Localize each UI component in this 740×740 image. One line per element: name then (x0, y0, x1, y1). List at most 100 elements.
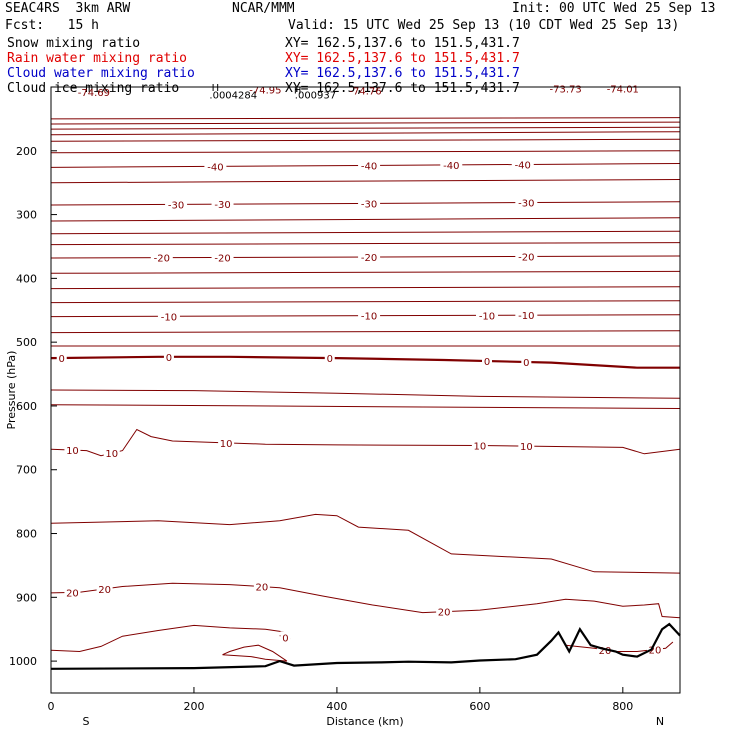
contour-label: -20 (154, 254, 170, 265)
contour-label-bg (64, 586, 81, 598)
contour-label: -30 (168, 200, 184, 211)
field-label-cloud-water: Cloud water mixing ratio (7, 66, 195, 81)
center-name: NCAR/MMM (232, 1, 295, 16)
x-axis-north-label: N (656, 715, 664, 728)
contour-layer: -40 -40 -40 -40 -30 -30 -30 -30 -20 -20 -20 -20 -10 -… (50, 117, 681, 662)
contour-label-bg (476, 309, 499, 321)
contour-label: 0 (523, 358, 529, 369)
contour-label-bg (471, 439, 488, 451)
contour-label-bg (358, 250, 381, 262)
contour-label-bg (280, 631, 291, 643)
extremum-label: H (294, 85, 302, 96)
contour-label: 10 (105, 449, 118, 460)
contour-label-bg (518, 440, 535, 452)
y-tick-label: 400 (16, 272, 37, 285)
contour-label-bg (324, 352, 335, 364)
field-xy-snow: XY= 162.5,137.6 to 151.5,431.7 (285, 36, 520, 51)
x-axis-south-label: S (83, 715, 90, 728)
contour-label-bg (515, 196, 538, 208)
contour-label: -30 (361, 199, 377, 210)
field-label-rain: Rain water mixing ratio (7, 51, 188, 66)
extremum-label: .000937 (295, 90, 336, 101)
extremum-label: -74.76 (349, 87, 381, 98)
isotherm-line (50, 131, 681, 136)
contour-label-bg (64, 444, 81, 456)
isotherm-line (50, 624, 287, 653)
isotherm-line (50, 286, 681, 290)
isotherm-line (50, 138, 681, 142)
contour-label: -20 (214, 253, 230, 264)
y-tick-label: 200 (16, 145, 37, 158)
contour-label-bg (163, 350, 174, 362)
contour-label-bg (253, 580, 270, 592)
field-xy-cloud-ice: XY= 162.5,137.6 to 151.5,431.7 (285, 81, 520, 96)
isotherm-line (50, 270, 681, 274)
contour-label-bg (646, 643, 663, 655)
extremum-label: -74.01 (607, 85, 639, 96)
isotherm-line (50, 389, 681, 399)
contour-label: -10 (361, 312, 377, 323)
contour-label-bg (211, 198, 234, 210)
contour-label-bg (515, 250, 538, 262)
contour-label: 20 (438, 608, 451, 619)
isotherm-line (50, 330, 681, 334)
y-tick-label: 500 (16, 336, 37, 349)
isotherm-line (50, 428, 681, 457)
isotherm-line (50, 513, 681, 574)
isotherm-line (50, 217, 681, 222)
y-axis: 200 300 400 500 600 700 800 900 1000 (9, 145, 57, 668)
y-tick-label: 600 (16, 400, 37, 413)
contour-label: 10 (473, 441, 486, 452)
contour-label-bg (165, 198, 188, 210)
y-axis-label: Pressure (hPa) (5, 351, 18, 430)
contour-label: 20 (255, 583, 268, 594)
contour-label: -40 (515, 161, 531, 172)
contour-label: 10 (520, 442, 533, 453)
contour-label: -10 (518, 311, 534, 322)
contour-label-bg (96, 582, 113, 594)
contour-label: 20 (98, 585, 111, 596)
isotherm-line (50, 150, 681, 154)
contour-label: 20 (66, 588, 79, 599)
contour-label-bg (358, 159, 381, 171)
field-label-cloud-ice: Cloud ice mixing ratio (7, 81, 180, 96)
contour-label-bg (56, 351, 67, 363)
contour-label: -10 (479, 311, 495, 322)
y-tick-label: 700 (16, 464, 37, 477)
x-tick-label: 600 (469, 700, 490, 713)
contour-label-bg (440, 158, 463, 170)
isotherm-line (50, 126, 681, 130)
isotherm-line (565, 641, 674, 652)
isotherm-line (50, 355, 680, 369)
contour-label: -20 (361, 253, 377, 264)
contour-label: -30 (518, 199, 534, 210)
contour-label: -20 (518, 253, 534, 264)
x-axis-label: Distance (km) (326, 715, 403, 728)
isotherm-line (50, 230, 681, 235)
contour-label: 0 (282, 633, 288, 644)
contour-label: -40 (443, 161, 459, 172)
contour-label: -10 (161, 312, 177, 323)
y-tick-label: 800 (16, 528, 37, 541)
y-tick-label: 1000 (9, 655, 37, 668)
isotherm-line (50, 404, 681, 409)
plot-frame (50, 86, 681, 694)
contour-label: -30 (214, 200, 230, 211)
x-axis: 0 200 400 600 800 (48, 687, 633, 713)
contour-label: 0 (59, 354, 65, 365)
x-tick-label: 800 (612, 700, 633, 713)
isotherm-line (50, 582, 681, 619)
contour-label-bg (358, 197, 381, 209)
valid-time: Valid: 15 UTC Wed 25 Sep 13 (10 CDT Wed … (288, 18, 680, 33)
contour-label: 10 (66, 446, 79, 457)
field-xy-cloud-water: XY= 162.5,137.6 to 151.5,431.7 (285, 66, 520, 81)
contour-label-bg (358, 309, 381, 321)
x-tick-label: 200 (183, 700, 204, 713)
contour-label-bg (211, 251, 234, 263)
field-xy-rain: XY= 162.5,137.6 to 151.5,431.7 (285, 51, 520, 66)
isotherm-line (50, 300, 681, 304)
extrema-labels: -74.69 H.0004284-74.95 H.000937 -74.76 -73.7… (78, 83, 639, 102)
isotherm-line (50, 179, 681, 184)
field-label-snow: Snow mixing ratio (7, 36, 141, 51)
